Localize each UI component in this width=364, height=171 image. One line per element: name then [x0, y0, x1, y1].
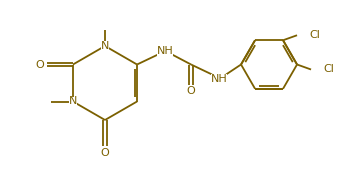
Text: O: O: [100, 148, 109, 158]
Text: NH: NH: [157, 45, 173, 56]
Text: N: N: [101, 41, 109, 51]
Text: O: O: [36, 60, 44, 69]
Text: Cl: Cl: [323, 64, 334, 75]
Text: N: N: [69, 96, 77, 107]
Text: Cl: Cl: [309, 30, 320, 40]
Text: O: O: [187, 87, 195, 96]
Text: NH: NH: [211, 74, 228, 83]
